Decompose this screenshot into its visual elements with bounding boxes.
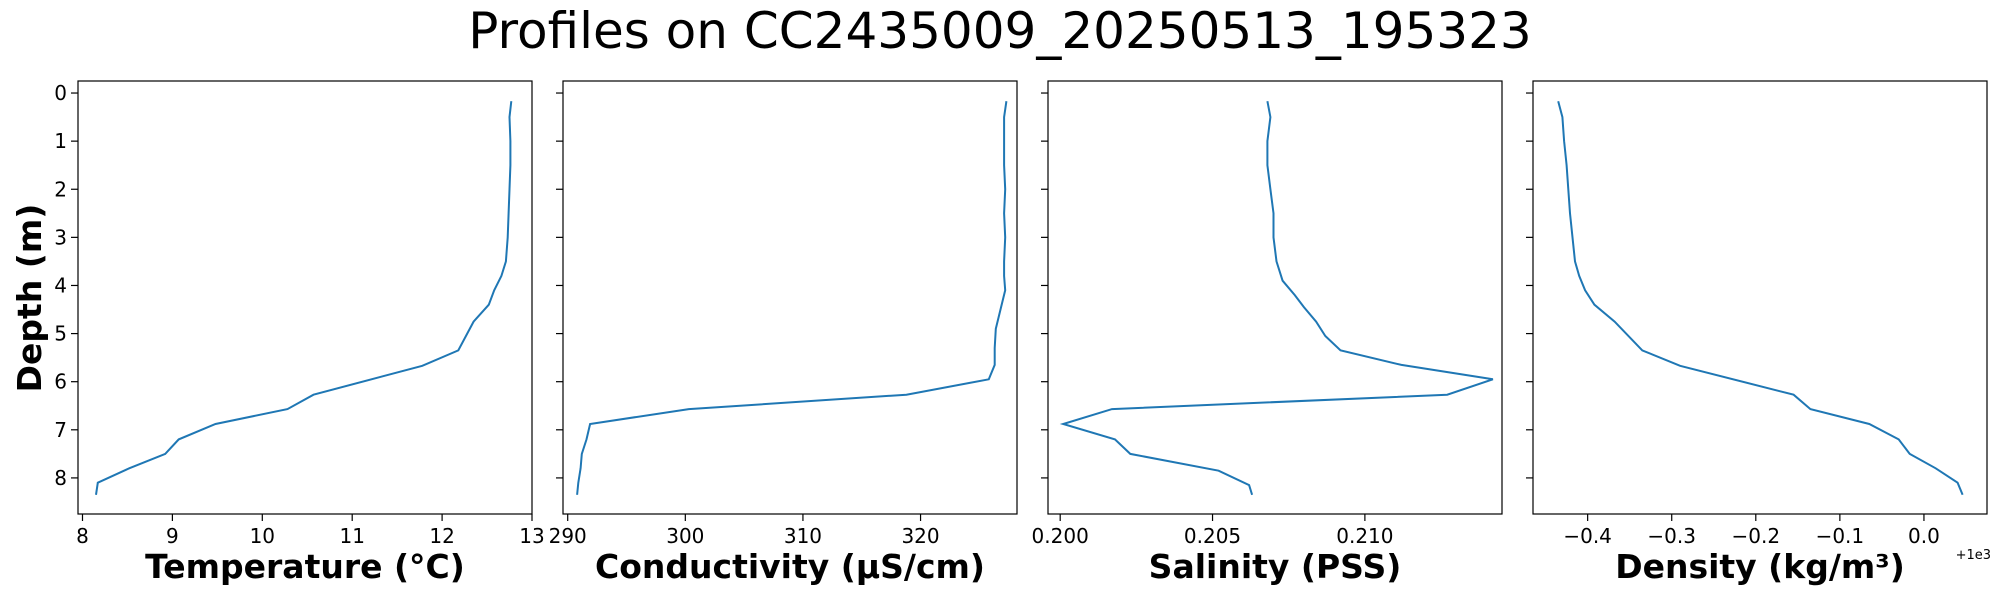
figure-title: Profiles on CC2435009_20250513_195323 <box>468 2 1531 60</box>
y-axis-label: Depth (m) <box>10 204 49 393</box>
x-tick-label-conductivity: 320 <box>901 524 939 548</box>
x-tick-label-temperature: 9 <box>166 524 179 548</box>
panel-frame-density <box>1532 80 1988 515</box>
x-tick-label-temperature: 11 <box>339 524 364 548</box>
x-tick-label-density: −0.4 <box>1563 524 1612 548</box>
x-tick-label-density: 0.0 <box>1908 524 1940 548</box>
y-tick-label: 0 <box>54 81 67 105</box>
x-tick-label-salinity: 0.200 <box>1032 524 1089 548</box>
x-tick-label-salinity: 0.210 <box>1336 524 1393 548</box>
x-tick-label-temperature: 12 <box>429 524 454 548</box>
y-tick-label: 4 <box>54 273 67 297</box>
y-tick-label: 5 <box>54 322 67 346</box>
y-tick-label: 2 <box>54 177 67 201</box>
series-line-temperature <box>95 101 513 495</box>
y-tick-label: 7 <box>54 418 67 442</box>
x-tick-label-density: −0.1 <box>1816 524 1865 548</box>
panel-frame-conductivity <box>562 80 1018 515</box>
panel-frame-temperature <box>77 80 533 515</box>
series-line-density <box>1557 100 1964 496</box>
series-line-conductivity <box>576 101 1008 495</box>
x-tick-label-temperature: 10 <box>250 524 275 548</box>
x-axis-label-density: Density (kg/m³) <box>1615 547 1905 586</box>
x-tick-label-salinity: 0.205 <box>1184 524 1241 548</box>
x-tick-label-conductivity: 300 <box>666 524 704 548</box>
panel-frame-salinity <box>1047 80 1503 515</box>
x-axis-label-temperature: Temperature (°C) <box>145 547 465 586</box>
x-tick-label-temperature: 8 <box>76 524 89 548</box>
y-tick-label: 3 <box>54 225 67 249</box>
x-tick-label-conductivity: 290 <box>549 524 587 548</box>
x-tick-label-density: −0.2 <box>1732 524 1781 548</box>
x-axis-label-conductivity: Conductivity (µS/cm) <box>595 547 985 586</box>
y-tick-label: 6 <box>54 370 67 394</box>
y-tick-label: 8 <box>54 466 67 490</box>
x-axis-label-salinity: Salinity (PSS) <box>1149 547 1402 586</box>
y-tick-label: 1 <box>54 129 67 153</box>
x-offset-label-density: +1e3 <box>1956 548 1991 563</box>
series-line-salinity <box>1059 101 1494 496</box>
x-tick-label-temperature: 13 <box>519 524 544 548</box>
x-tick-label-density: −0.3 <box>1647 524 1696 548</box>
x-tick-label-conductivity: 310 <box>784 524 822 548</box>
